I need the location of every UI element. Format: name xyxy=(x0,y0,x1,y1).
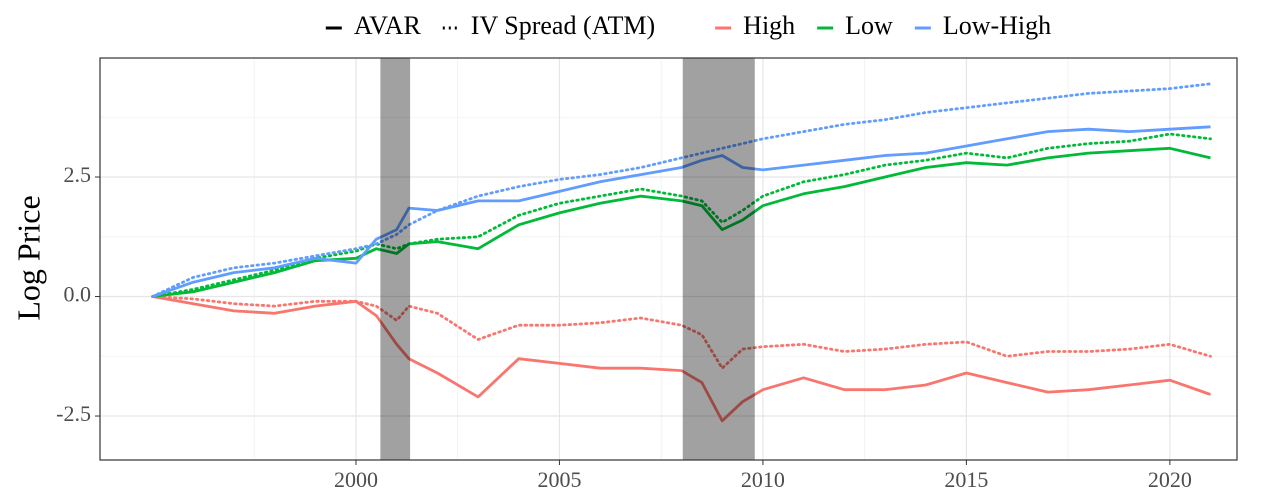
legend-label: Low-High xyxy=(943,11,1051,40)
legend-label: Low xyxy=(845,11,893,40)
legend-label: High xyxy=(743,11,795,40)
series-line xyxy=(151,132,1212,298)
recession-band xyxy=(682,58,755,460)
legend-label: AVAR xyxy=(354,11,422,40)
x-tick-label: 2015 xyxy=(944,467,988,489)
y-tick-label: 2.5 xyxy=(64,162,92,187)
series-line xyxy=(152,125,1211,298)
y-tick-label: 0.0 xyxy=(64,282,92,307)
x-tick-label: 2010 xyxy=(741,467,785,489)
x-tick-label: 2005 xyxy=(537,467,581,489)
x-tick-label: 2020 xyxy=(1148,467,1192,489)
x-tick-label: 2000 xyxy=(334,467,378,489)
series-line xyxy=(151,82,1212,298)
series-line xyxy=(151,295,1212,370)
y-tick-label: -2.5 xyxy=(56,401,91,426)
series-line xyxy=(152,146,1211,298)
y-axis-label: Log Price xyxy=(10,195,46,320)
plot-border xyxy=(99,57,1238,461)
recession-band xyxy=(380,58,411,460)
legend-label: IV Spread (ATM) xyxy=(471,11,655,40)
plot-background xyxy=(100,58,1237,460)
